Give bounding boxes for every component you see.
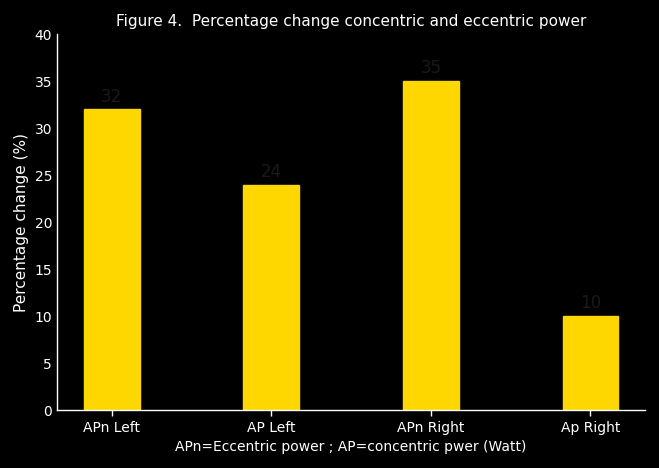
Text: 35: 35 [420,59,442,77]
Y-axis label: Percentage change (%): Percentage change (%) [14,133,29,312]
Bar [84,110,140,410]
Text: 24: 24 [261,163,282,181]
X-axis label: APn=Eccentric power ; AP=concentric pwer (Watt): APn=Eccentric power ; AP=concentric pwer… [175,440,527,454]
Bar [243,184,299,410]
Bar [403,81,459,410]
Text: 10: 10 [580,294,601,313]
Bar [563,316,618,410]
Title: Figure 4.  Percentage change concentric and eccentric power: Figure 4. Percentage change concentric a… [116,14,587,29]
Text: 32: 32 [101,88,122,106]
